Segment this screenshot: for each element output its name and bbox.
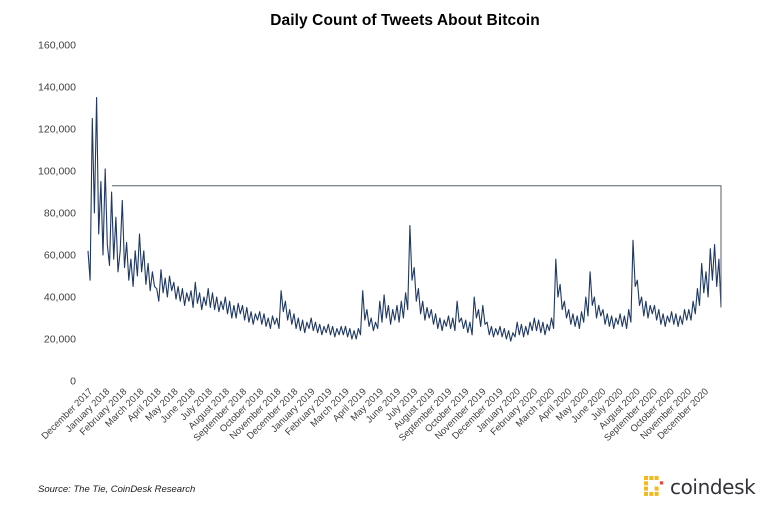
brand-icon-pixel	[644, 491, 648, 496]
brand-icon-pixel	[654, 476, 659, 480]
brand-icon-accent-pixel	[659, 481, 664, 485]
y-axis-tick-label: 20,000	[44, 334, 76, 346]
brand-icon-pixel	[649, 491, 654, 496]
threshold-annotation-line	[112, 185, 722, 308]
chart-title: Daily Count of Tweets About Bitcoin	[270, 12, 540, 29]
y-axis-tick-label: 100,000	[38, 166, 76, 178]
brand-icon-pixel	[644, 481, 648, 486]
y-axis-tick-label: 120,000	[38, 124, 76, 136]
y-axis-tick-label: 140,000	[38, 82, 76, 94]
y-axis-tick-label: 0	[70, 376, 76, 388]
source-note: Source: The Tie, CoinDesk Research	[38, 484, 196, 495]
coindesk-icon	[644, 476, 664, 496]
y-axis-tick-label: 160,000	[38, 40, 76, 52]
y-axis-tick-label: 80,000	[44, 208, 76, 220]
y-axis-tick-label: 40,000	[44, 292, 76, 304]
brand-icon-pixel	[654, 486, 659, 491]
y-axis-tick-label: 60,000	[44, 250, 76, 262]
brand-icon-pixel	[644, 486, 648, 491]
brand-icon-pixel	[649, 476, 654, 480]
brand-icon-pixel	[644, 476, 648, 480]
brand-icon-pixel	[654, 491, 659, 496]
coindesk-wordmark: coindesk	[670, 475, 756, 499]
coindesk-logo: coindesk	[644, 475, 756, 499]
tweet-count-line	[87, 96, 722, 342]
